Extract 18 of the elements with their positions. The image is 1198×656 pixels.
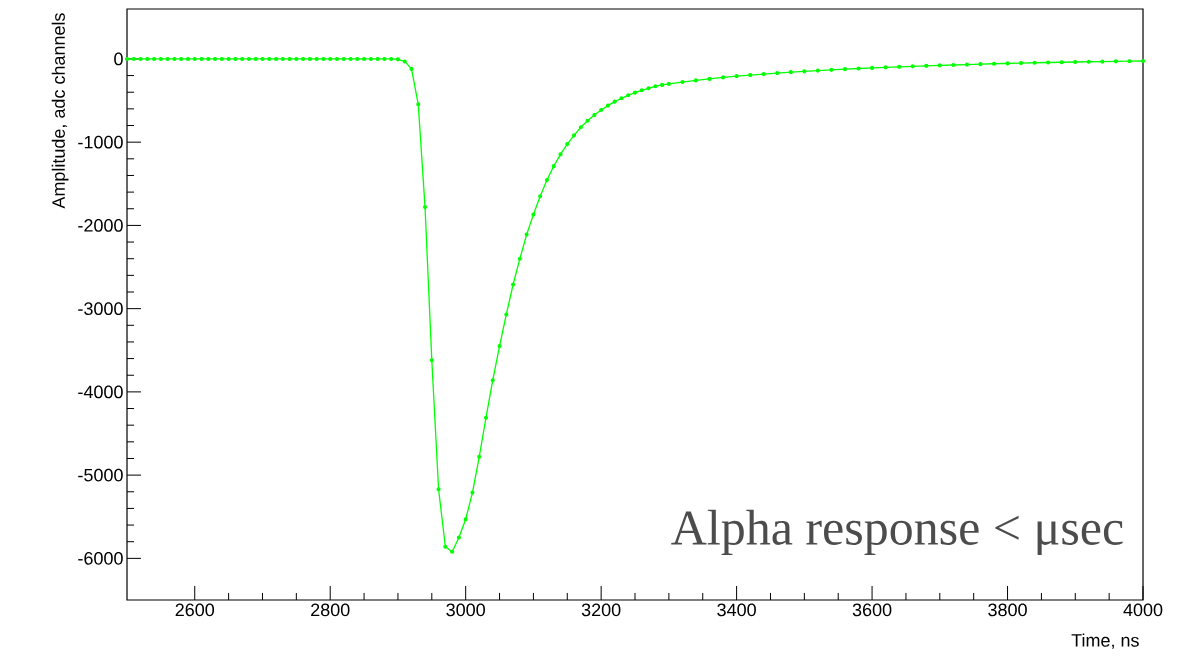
x-tick-label: 3800 [988, 603, 1027, 617]
x-tick-label: 2600 [175, 603, 215, 617]
x-tick-label: 2800 [311, 603, 350, 617]
y-tick-label: -6000 [78, 552, 123, 565]
y-tick-label: -1000 [78, 135, 123, 149]
y-tick-label: -4000 [78, 385, 123, 399]
y-tick-label: -2000 [78, 219, 123, 232]
x-tick-label: 4000 [1123, 603, 1163, 617]
x-tick-label: 3400 [717, 603, 756, 617]
y-axis-title: Amplitude, adc channels [51, 13, 69, 209]
y-tick-label: 0 [114, 52, 123, 66]
y-tick-label: -5000 [78, 468, 123, 482]
x-tick-label: 3200 [581, 603, 621, 617]
annotation: Alpha response < μsec [671, 509, 1123, 556]
y-tick-label: -3000 [78, 302, 123, 316]
x-tick-label: 3600 [852, 603, 892, 617]
x-axis-title: Time, ns [1071, 633, 1139, 649]
x-tick-label: 3000 [446, 603, 485, 617]
